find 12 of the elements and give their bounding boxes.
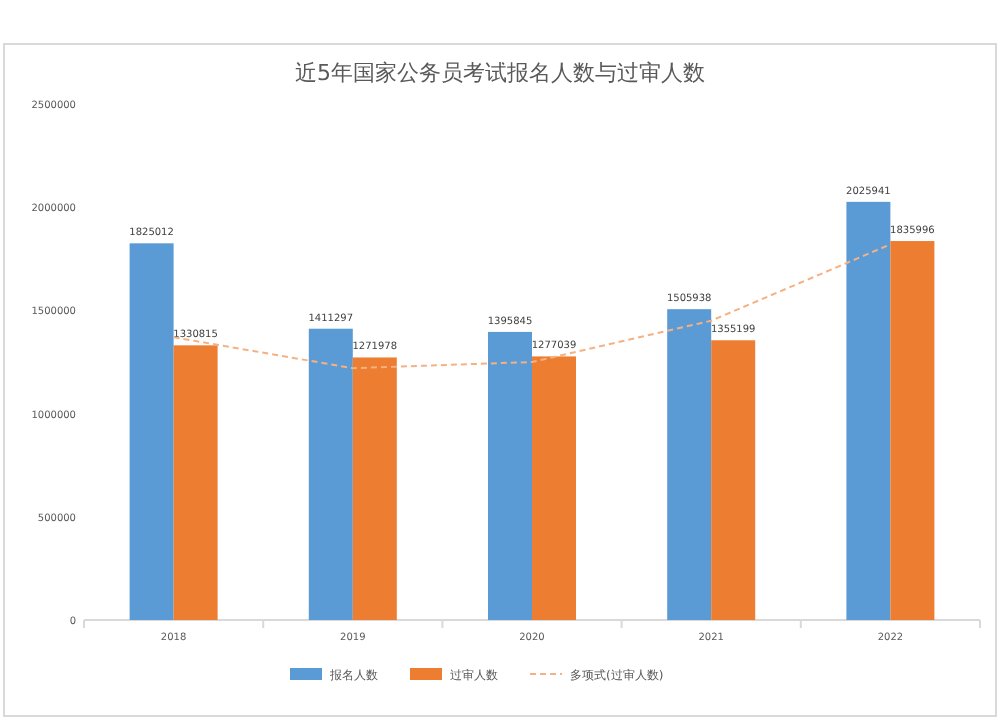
bar: [352, 357, 397, 620]
bar: [173, 345, 218, 620]
line-series: [172, 243, 892, 370]
bar: [532, 356, 576, 620]
bar: [308, 328, 353, 620]
bar: [129, 243, 174, 620]
bar: [488, 331, 532, 620]
bar: [711, 340, 756, 620]
bar: [890, 241, 935, 620]
bar: [667, 309, 712, 620]
bar: [846, 201, 891, 620]
chart-title: 近5年国家公务员考试报名人数与过审人数: [295, 60, 705, 86]
